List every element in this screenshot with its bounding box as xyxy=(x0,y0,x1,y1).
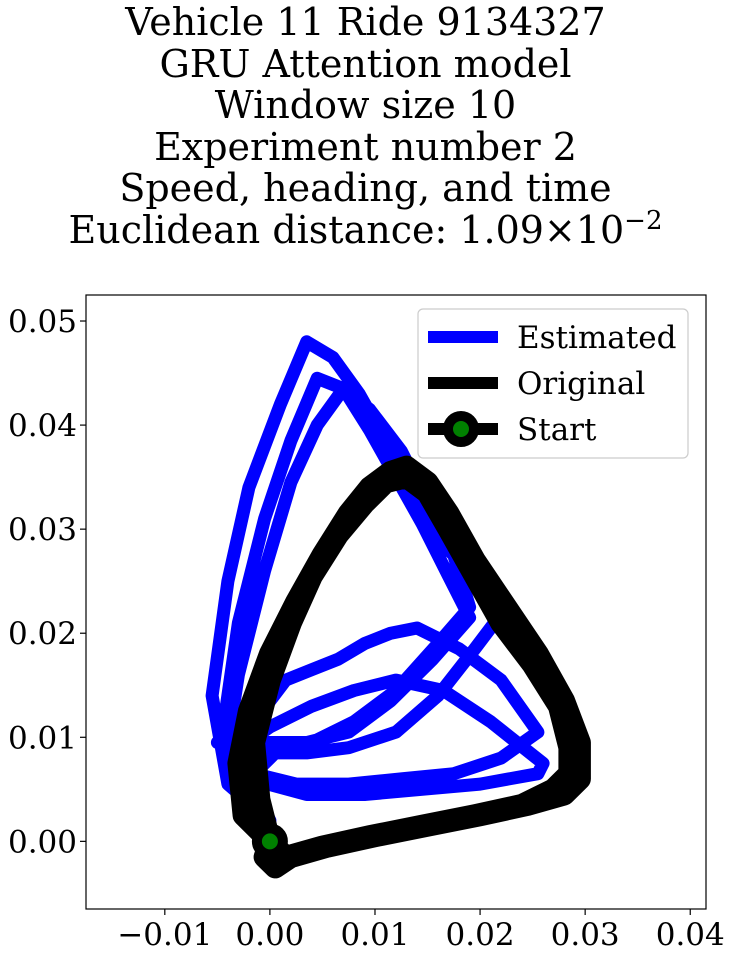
legend-start-marker xyxy=(443,411,479,447)
title-line-1: Vehicle 11 Ride 9134327 xyxy=(125,0,606,44)
title-line-distance: Euclidean distance: 1.09×10−2 xyxy=(0,207,731,252)
y-tick-label: 0.00 xyxy=(8,824,77,860)
distance-mantissa: 1.09 xyxy=(459,207,544,252)
series-estimated-line xyxy=(205,335,550,827)
y-tick-label: 0.05 xyxy=(8,304,77,340)
series-layer xyxy=(205,335,591,879)
legend-box xyxy=(417,308,689,459)
start-point-marker xyxy=(251,823,288,860)
legend-estimated-label: Estimated xyxy=(517,320,676,356)
legend: Estimated Original Start xyxy=(417,308,689,459)
legend-start-label: Start xyxy=(517,412,597,448)
chart-title: Vehicle 11 Ride 9134327 GRU Attention mo… xyxy=(0,0,731,252)
distance-times: × xyxy=(543,207,576,252)
y-axis: 0.00 0.01 0.02 0.03 0.04 0.05 xyxy=(8,304,86,860)
x-tick-label: 0.04 xyxy=(656,917,725,953)
x-tick-label: 0.03 xyxy=(551,917,620,953)
distance-base: 10 xyxy=(575,207,625,252)
distance-label: Euclidean distance: xyxy=(68,207,460,252)
x-axis: −0.01 0.00 0.01 0.02 0.03 0.04 xyxy=(117,909,725,953)
title-line-2: GRU Attention model xyxy=(159,41,572,86)
x-tick-label: 0.02 xyxy=(446,917,515,953)
x-tick-label: 0.01 xyxy=(340,917,409,953)
y-tick-label: 0.02 xyxy=(8,616,77,652)
series-original-line xyxy=(227,455,591,879)
axes-frame xyxy=(85,294,707,910)
title-line-3: Window size 10 xyxy=(214,83,517,127)
legend-original-label: Original xyxy=(517,366,645,402)
title-line-5: Speed, heading, and time xyxy=(119,166,612,210)
y-tick-label: 0.04 xyxy=(8,408,77,444)
distance-exponent: −2 xyxy=(624,205,663,236)
title-line-4: Experiment number 2 xyxy=(154,124,577,169)
x-tick-label: 0.00 xyxy=(235,917,304,953)
x-tick-label: −0.01 xyxy=(117,917,212,953)
y-tick-label: 0.01 xyxy=(8,720,77,756)
y-tick-label: 0.03 xyxy=(8,512,77,548)
